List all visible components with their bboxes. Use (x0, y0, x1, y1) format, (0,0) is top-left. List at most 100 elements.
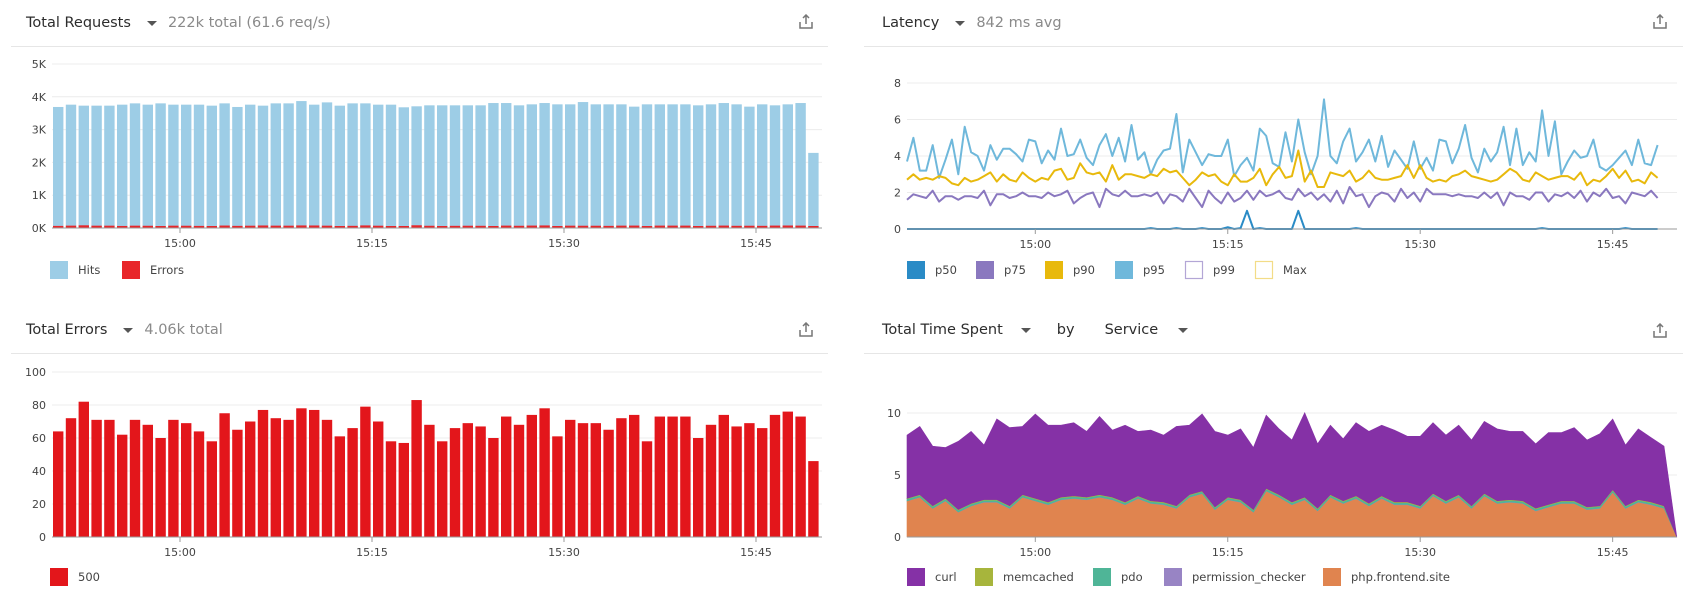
bar-errors (245, 225, 256, 228)
bar-errors (321, 225, 333, 228)
bar-500 (309, 409, 320, 537)
bar-hits (257, 105, 269, 228)
bar-500 (117, 434, 128, 537)
legend-item-memcached[interactable]: memcached (975, 568, 1074, 586)
bar-errors (117, 225, 128, 228)
x-tick-label: 15:00 (164, 546, 196, 559)
bar-errors (155, 226, 166, 228)
bar-500 (232, 429, 243, 537)
line-p95 (906, 98, 1659, 179)
bar-hits (283, 103, 294, 228)
bar-errors (501, 225, 512, 228)
bar-errors (513, 225, 525, 228)
x-tick-label: 15:00 (1019, 238, 1051, 251)
bar-500 (616, 418, 627, 537)
bar-hits (795, 103, 806, 228)
y-tick-label: 6 (894, 114, 901, 127)
legend-item-Errors[interactable]: Errors (122, 261, 184, 279)
requests-header: Total Requests 222k total (61.6 req/s) (26, 11, 331, 35)
bar-errors (680, 225, 691, 228)
bar-hits (501, 103, 512, 228)
legend-label: permission_checker (1192, 570, 1306, 584)
bar-500 (757, 428, 768, 537)
legend-item-Max[interactable]: Max (1254, 260, 1307, 280)
x-tick-label: 15:30 (548, 237, 580, 250)
bar-500 (193, 431, 205, 537)
x-tick-label: 15:15 (1212, 238, 1244, 251)
group-by-select[interactable]: Service (1104, 322, 1159, 338)
x-tick-label: 15:15 (356, 546, 388, 559)
chart-0: 0K 1K 2K 3K 4K 5K 15:00 15:15 15:30 15:45 Hits Erro… (32, 58, 822, 279)
bar-hits (117, 104, 128, 228)
bar-hits (616, 104, 627, 228)
legend-label: pdo (1121, 570, 1143, 584)
legend-item-pdo[interactable]: pdo (1093, 568, 1143, 586)
bar-errors (193, 225, 205, 228)
bar-500 (360, 406, 371, 537)
y-tick-label: 2 (894, 187, 901, 200)
bar-hits (488, 103, 499, 228)
bar-hits (705, 104, 717, 228)
time-spent-header: Total Time Spent by Service (882, 318, 1189, 342)
bar-500 (257, 409, 269, 537)
bar-errors (78, 225, 89, 228)
bar-errors (769, 225, 781, 228)
y-tick-label: 10 (887, 407, 901, 420)
legend-item-500[interactable]: 500 (50, 568, 100, 586)
bar-500 (155, 438, 166, 537)
bar-hits (142, 104, 153, 228)
y-tick-label: 0 (894, 531, 901, 544)
legend-item-php.frontend.site[interactable]: php.frontend.site (1323, 568, 1450, 586)
share-export-icon[interactable] (1652, 323, 1668, 339)
bar-hits (347, 103, 358, 228)
caret-down-icon[interactable] (123, 327, 134, 333)
caret-down-icon[interactable] (146, 20, 157, 26)
bar-500 (65, 418, 77, 537)
bar-hits (667, 104, 678, 228)
legend-item-p99[interactable]: p99 (1184, 260, 1235, 280)
bar-hits (552, 104, 563, 228)
share-export-icon[interactable] (798, 14, 814, 30)
legend-item-p90[interactable]: p90 (1045, 261, 1095, 279)
caret-down-icon[interactable] (955, 20, 966, 26)
bar-500 (296, 408, 307, 537)
caret-down-icon[interactable] (1020, 327, 1031, 333)
bar-500 (795, 416, 806, 537)
bar-errors (385, 226, 397, 228)
legend-item-p50[interactable]: p50 (907, 261, 957, 279)
legend-item-Hits[interactable]: Hits (50, 261, 100, 279)
legend-item-curl[interactable]: curl (907, 568, 957, 586)
bar-hits (449, 105, 461, 228)
bar-500 (334, 436, 345, 537)
legend-item-p75[interactable]: p75 (976, 261, 1026, 279)
bar-500 (782, 411, 793, 537)
bar-errors (718, 225, 729, 228)
bar-500 (270, 418, 281, 537)
legend-item-p95[interactable]: p95 (1115, 261, 1165, 279)
legend-label: p75 (1004, 263, 1026, 277)
bar-500 (181, 423, 192, 537)
bar-500 (513, 424, 525, 537)
legend-swatch (1045, 261, 1063, 279)
bar-500 (437, 441, 448, 537)
bar-hits (373, 104, 384, 228)
share-export-icon[interactable] (1652, 14, 1668, 30)
line-p90 (906, 149, 1659, 188)
requests-title: Total Requests (26, 15, 131, 31)
share-export-icon[interactable] (798, 322, 814, 338)
legend-label: php.frontend.site (1351, 570, 1450, 584)
bar-hits (104, 105, 115, 228)
bar-500 (539, 408, 550, 537)
bar-hits (168, 104, 179, 228)
legend-label: memcached (1003, 570, 1074, 584)
bar-hits (193, 104, 205, 228)
caret-down-icon[interactable] (1178, 327, 1189, 333)
bar-errors (424, 225, 435, 228)
bar-hits (782, 104, 793, 228)
legend-swatch (1093, 568, 1111, 586)
y-tick-label: 2K (32, 156, 47, 169)
legend-item-permission_checker[interactable]: permission_checker (1164, 568, 1306, 586)
legend-label: Max (1283, 263, 1307, 277)
bar-hits (398, 107, 409, 228)
legend-swatch (907, 568, 925, 586)
